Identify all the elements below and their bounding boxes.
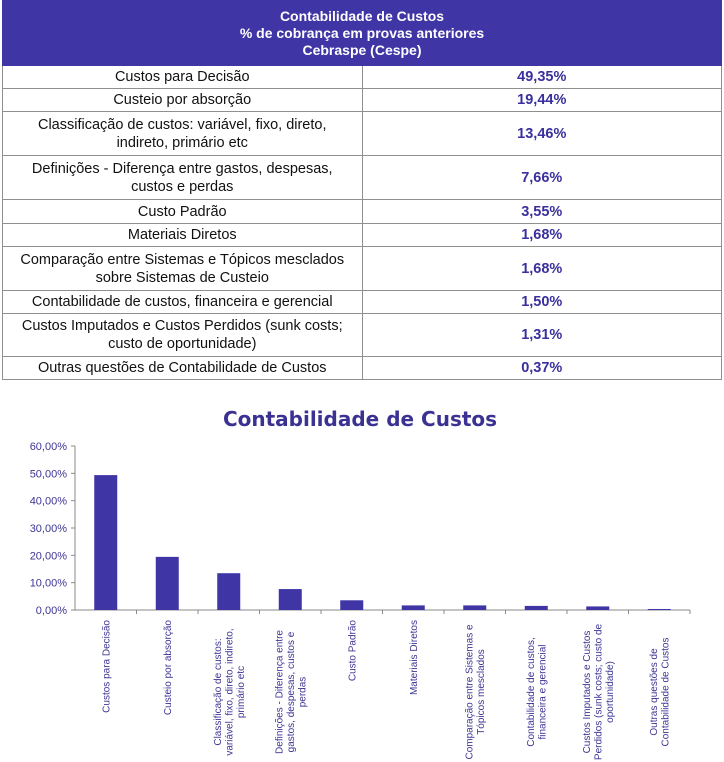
table-cell-percentage: 49,35% bbox=[361, 65, 722, 89]
y-tick-label: 60,00% bbox=[30, 441, 68, 453]
bar bbox=[401, 605, 425, 610]
table-cell-percentage: 7,66% bbox=[361, 155, 722, 200]
bar bbox=[647, 608, 671, 610]
bar bbox=[524, 605, 548, 610]
table-cell-topic: Outras questões de Contabilidade de Cust… bbox=[2, 356, 363, 380]
table-cell-topic: Contabilidade de custos, financeira e ge… bbox=[2, 290, 363, 314]
x-tick-label: Custo Padrão bbox=[347, 620, 358, 682]
x-tick-label: Comparação entre Sistemas eTópicos mescl… bbox=[465, 624, 488, 760]
coverage-table: Contabilidade de Custos % de cobrança em… bbox=[2, 0, 722, 380]
table-header-line-3: Cebraspe (Cespe) bbox=[302, 41, 422, 58]
table-row: Classificação de custos: variável, fixo,… bbox=[2, 111, 722, 156]
y-tick-label: 20,00% bbox=[30, 550, 68, 562]
bar bbox=[155, 556, 179, 610]
chart-title: Contabilidade de Custos bbox=[223, 407, 497, 431]
table-row: Comparação entre Sistemas e Tópicos mesc… bbox=[2, 246, 722, 291]
table-cell-topic: Comparação entre Sistemas e Tópicos mesc… bbox=[2, 246, 363, 291]
table-row: Custeio por absorção 19,44% bbox=[2, 88, 722, 112]
x-tick-label: Definições - Diferença entregastos, desp… bbox=[274, 630, 308, 754]
bar bbox=[586, 606, 610, 610]
y-tick-label: 10,00% bbox=[30, 578, 68, 590]
x-tick-label: Classificação de custos:variável, fixo, … bbox=[213, 628, 247, 755]
x-tick-label: Custos para Decisão bbox=[101, 620, 112, 713]
table-header: Contabilidade de Custos % de cobrança em… bbox=[2, 0, 722, 66]
table-cell-topic: Custo Padrão bbox=[2, 199, 363, 224]
table-cell-percentage: 0,37% bbox=[361, 356, 722, 380]
bar bbox=[278, 589, 302, 610]
table-row: Custos para Decisão 49,35% bbox=[2, 65, 722, 89]
x-tick-label: Custeio por absorção bbox=[163, 620, 174, 715]
y-tick-label: 30,00% bbox=[30, 523, 68, 535]
bar bbox=[217, 573, 241, 610]
x-tick-label: Materiais Diretos bbox=[409, 620, 420, 695]
bar bbox=[94, 475, 118, 610]
table-row: Contabilidade de custos, financeira e ge… bbox=[2, 290, 722, 314]
table-header-line-2: % de cobrança em provas anteriores bbox=[239, 24, 485, 41]
table-row: Custos Imputados e Custos Perdidos (sunk… bbox=[2, 313, 722, 357]
bar bbox=[463, 605, 487, 610]
table-cell-percentage: 3,55% bbox=[361, 199, 722, 224]
y-tick-label: 0,00% bbox=[36, 605, 67, 617]
table-cell-topic: Custeio por absorção bbox=[2, 88, 363, 112]
table-cell-topic: Materiais Diretos bbox=[2, 223, 363, 247]
table-row: Definições - Diferença entre gastos, des… bbox=[2, 155, 722, 200]
table-cell-percentage: 19,44% bbox=[361, 88, 722, 112]
table-row: Materiais Diretos 1,68% bbox=[2, 223, 722, 247]
bar-chart: Contabilidade de Custos 0,00% 10,00% 20,00%… bbox=[30, 407, 691, 760]
table-row: Custo Padrão 3,55% bbox=[2, 199, 722, 224]
table-cell-percentage: 13,46% bbox=[361, 111, 722, 156]
y-tick-label: 50,00% bbox=[30, 468, 68, 480]
x-tick-label: Custos Imputados e CustosPerdidos (sunk … bbox=[582, 623, 616, 760]
table-cell-percentage: 1,68% bbox=[361, 246, 722, 291]
bar bbox=[340, 600, 364, 610]
table-cell-topic: Classificação de custos: variável, fixo,… bbox=[2, 111, 363, 156]
table-cell-topic: Definições - Diferença entre gastos, des… bbox=[2, 155, 363, 200]
table-cell-topic: Custos Imputados e Custos Perdidos (sunk… bbox=[2, 313, 363, 357]
table-cell-percentage: 1,68% bbox=[361, 223, 722, 247]
table-header-row: Contabilidade de Custos % de cobrança em… bbox=[2, 0, 722, 66]
x-tick-label: Contabilidade de custos,financeira e ger… bbox=[526, 637, 549, 747]
y-tick-label: 40,00% bbox=[30, 496, 68, 508]
x-tick-label: Outras questões deContabilidade de Custo… bbox=[649, 638, 672, 747]
table-row: Outras questões de Contabilidade de Cust… bbox=[2, 356, 722, 380]
table-cell-percentage: 1,31% bbox=[361, 313, 722, 357]
table-cell-topic: Custos para Decisão bbox=[2, 65, 363, 89]
table-header-line-1: Contabilidade de Custos bbox=[279, 7, 445, 24]
table-cell-percentage: 1,50% bbox=[361, 290, 722, 314]
